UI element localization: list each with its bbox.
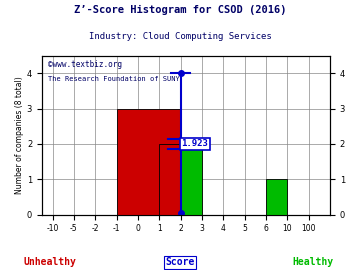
- Text: 1.923: 1.923: [182, 139, 208, 148]
- Bar: [159, 144, 181, 215]
- Bar: [117, 109, 181, 215]
- Text: Healthy: Healthy: [293, 257, 334, 267]
- Y-axis label: Number of companies (8 total): Number of companies (8 total): [15, 76, 24, 194]
- Text: The Research Foundation of SUNY: The Research Foundation of SUNY: [48, 76, 179, 82]
- Bar: [266, 179, 287, 215]
- Text: Industry: Cloud Computing Services: Industry: Cloud Computing Services: [89, 32, 271, 41]
- Text: Score: Score: [165, 257, 195, 267]
- Text: Z’-Score Histogram for CSOD (2016): Z’-Score Histogram for CSOD (2016): [74, 5, 286, 15]
- Text: Unhealthy: Unhealthy: [24, 257, 77, 267]
- Text: ©www.textbiz.org: ©www.textbiz.org: [48, 60, 122, 69]
- Bar: [181, 144, 202, 215]
